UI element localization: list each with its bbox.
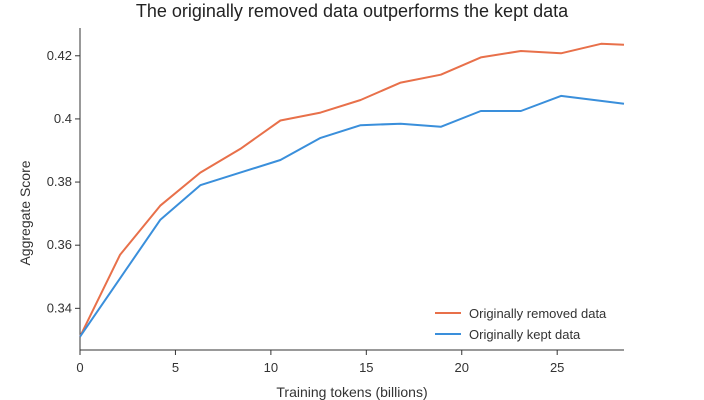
y-tick-label: 0.34	[47, 300, 72, 315]
legend: Originally removed data Originally kept d…	[435, 306, 607, 342]
x-tick-label: 0	[76, 360, 83, 375]
series-lines	[79, 42, 625, 338]
y-axis-title: Aggregate Score	[17, 160, 33, 265]
x-tick-label: 5	[172, 360, 179, 375]
y-tick-label: 0.36	[47, 237, 72, 252]
chart-title: The originally removed data outperforms …	[136, 1, 569, 21]
x-tick-label: 20	[455, 360, 469, 375]
series-line-kept	[79, 94, 625, 338]
x-tick-label: 15	[359, 360, 373, 375]
y-tick-label: 0.4	[54, 111, 72, 126]
legend-label: Originally removed data	[469, 306, 607, 321]
y-tick-label: 0.38	[47, 174, 72, 189]
x-tick-label: 25	[550, 360, 564, 375]
x-axis-title: Training tokens (billions)	[276, 384, 427, 400]
series-line-removed	[79, 42, 625, 338]
legend-label: Originally kept data	[469, 327, 581, 342]
axes: 0 5 10 15 20 25 0.34 0.36 0.38 0.4 0.42	[47, 28, 624, 375]
y-tick-label: 0.42	[47, 48, 72, 63]
x-tick-label: 10	[264, 360, 278, 375]
